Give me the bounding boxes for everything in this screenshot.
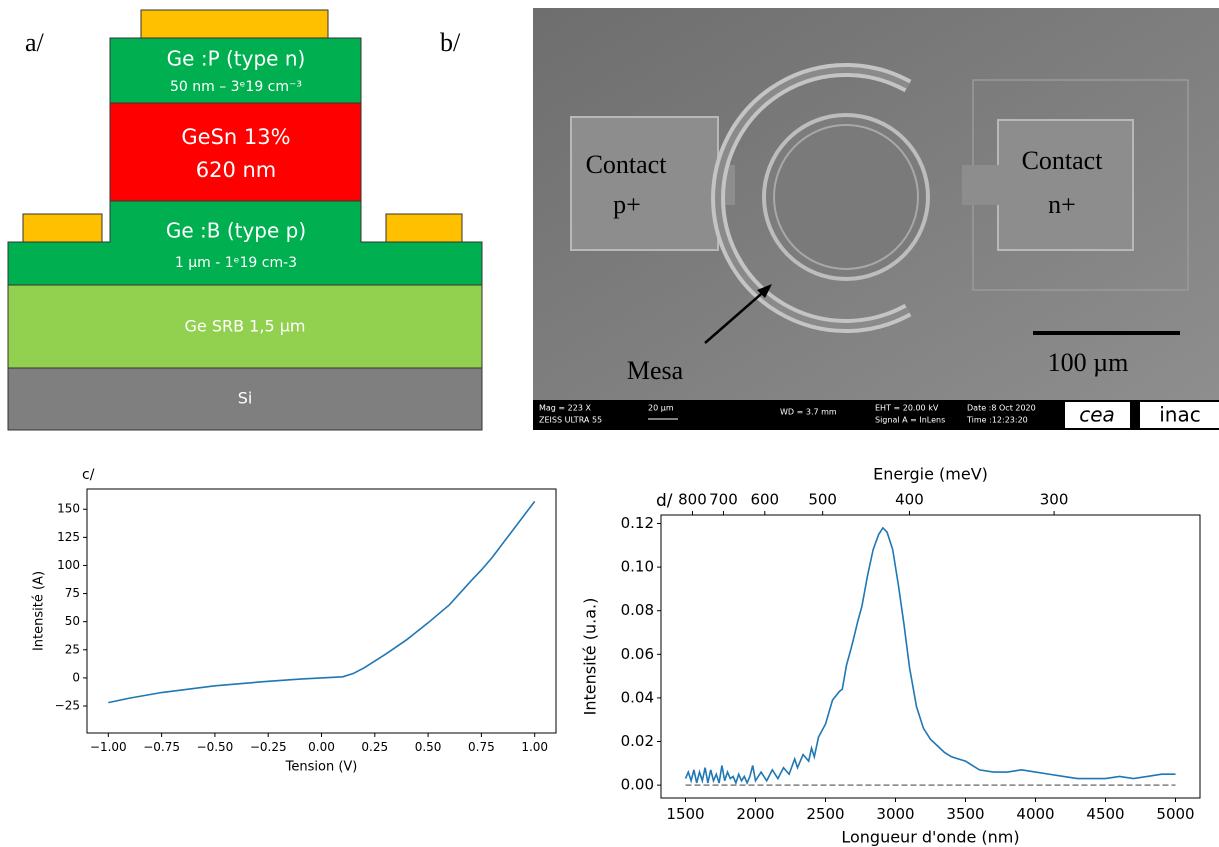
image-label: Contact (586, 150, 668, 179)
x2-tick-label: 400 (895, 491, 924, 509)
layer-label: Ge :P (type n) (167, 47, 306, 71)
image-label: Contact (1022, 146, 1104, 175)
y-tick-label: 50 (65, 614, 80, 628)
y-tick-label: 0.06 (621, 645, 654, 663)
info-text: EHT = 20.00 kV (875, 404, 939, 413)
layer-label: Ge :B (type p) (166, 219, 306, 243)
logo: cea (1079, 403, 1115, 427)
y-tick-label: 0.08 (621, 601, 654, 619)
pad-neck (962, 165, 1002, 205)
contact-left (22, 213, 103, 243)
arrow (704, 287, 769, 344)
y-tick-label: −25 (55, 699, 80, 713)
info-text: Date :8 Oct 2020 (967, 404, 1036, 413)
x-tick-label: 0.50 (415, 740, 442, 754)
contact-top (140, 9, 329, 39)
info-text: ZEISS ULTRA 55 (539, 416, 602, 425)
x2-tick-label: 300 (1040, 491, 1069, 509)
y-tick-label: 0.02 (621, 732, 654, 750)
layer-label: 620 nm (196, 158, 277, 182)
info-text: Time :12:23:20 (966, 416, 1028, 425)
x-tick-label: 4500 (1086, 805, 1124, 823)
image-label: n+ (1048, 190, 1076, 219)
x2-axis-label: Energie (meV) (873, 465, 988, 484)
y-tick-label: 150 (57, 502, 80, 516)
image-label: p+ (613, 190, 641, 219)
panel-label: a/ (25, 28, 45, 57)
pad-right (997, 119, 1134, 251)
info-text: Mag = 223 X (539, 404, 591, 413)
layer-ge-p (109, 37, 362, 104)
x2-tick-label: 600 (750, 491, 779, 509)
y-tick-label: 25 (65, 642, 80, 656)
y-tick-label: 75 (65, 586, 80, 600)
x2-tick-label: 700 (709, 491, 738, 509)
chart-title: d/ (656, 491, 673, 511)
y-tick-label: 0.12 (621, 514, 654, 532)
x-axis-label: Tension (V) (285, 760, 358, 775)
logo-box (1065, 402, 1130, 428)
x-tick-label: 1.00 (521, 740, 548, 754)
layer-label: GeSn 13% (181, 125, 290, 149)
plot-frame (660, 514, 1201, 799)
x-tick-label: 5000 (1156, 805, 1194, 823)
x-tick-label: 1500 (666, 805, 704, 823)
x-tick-label: 0.25 (361, 740, 388, 754)
layer-label: Ge SRB 1,5 µm (185, 317, 306, 336)
arrow-head (757, 284, 772, 298)
x-tick-label: −0.50 (197, 740, 234, 754)
layer-label: Si (238, 389, 253, 408)
y-tick-label: 100 (57, 558, 80, 572)
x-tick-label: 4000 (1016, 805, 1054, 823)
x-tick-label: 0.00 (308, 740, 335, 754)
data-line (684, 526, 1176, 786)
y-tick-label: 0.10 (621, 558, 654, 576)
y-tick-label: 0.00 (621, 776, 654, 794)
layer-label: 50 nm – 3ᵉ19 cm⁻³ (170, 79, 302, 95)
x-tick-label: 3000 (876, 805, 914, 823)
x-tick-label: 2500 (806, 805, 844, 823)
pad-left (570, 116, 719, 251)
layer-si (7, 367, 483, 431)
x2-tick-label: 500 (808, 491, 837, 509)
chart-title: c/ (82, 467, 95, 483)
x-tick-label: −0.25 (250, 740, 287, 754)
info-text: 20 µm (648, 404, 674, 413)
scale-label: 100 µm (1048, 348, 1129, 377)
y-axis-label: Intensité (u.a.) (581, 598, 600, 716)
layer-ge-b (7, 200, 483, 286)
plot-frame (86, 488, 557, 734)
x2-tick-label: 800 (678, 491, 707, 509)
y-axis-label: Intensité (A) (32, 571, 47, 651)
x-axis-label: Longueur d'onde (nm) (841, 828, 1019, 847)
layer-label: 1 µm - 1ᵉ19 cm-3 (175, 255, 297, 271)
layer-gesn (109, 102, 362, 202)
info-text: WD = 3.7 mm (780, 408, 837, 417)
logo-box (1140, 402, 1219, 428)
logo: inac (1159, 403, 1200, 427)
x-tick-label: 2000 (736, 805, 774, 823)
data-line (108, 500, 536, 704)
sem-image: Contact p+ Contact n+ Mesa 100 µm Mag = … (533, 8, 1219, 430)
y-tick-label: 0 (72, 670, 80, 684)
panel-label: b/ (440, 28, 461, 57)
y-tick-label: 125 (57, 530, 80, 544)
ring-arc (715, 67, 910, 329)
x-tick-label: −1.00 (90, 740, 127, 754)
y-tick-label: 0.04 (621, 688, 654, 706)
layer-stack (7, 9, 483, 431)
mesa-top (773, 124, 919, 270)
image-label: Mesa (627, 356, 684, 385)
contact-right (385, 213, 463, 243)
x-tick-label: 3500 (946, 805, 984, 823)
info-text: Signal A = InLens (875, 416, 945, 425)
x-tick-label: 0.75 (468, 740, 495, 754)
x-tick-label: −0.75 (143, 740, 180, 754)
